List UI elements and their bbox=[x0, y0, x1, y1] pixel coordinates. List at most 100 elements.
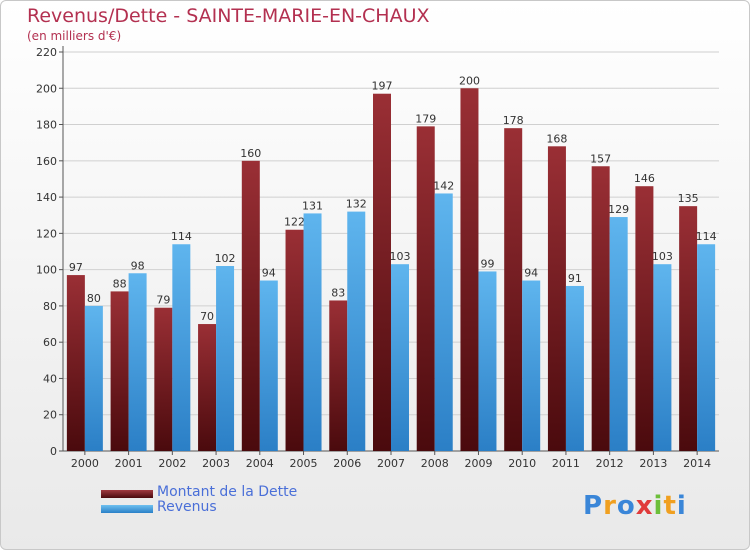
bar-dette-2005 bbox=[285, 229, 304, 451]
chart-title: Revenus/Dette - SAINTE-MARIE-EN-CHAUX bbox=[27, 5, 430, 27]
proxiti-logo: Proxiti bbox=[583, 491, 687, 521]
x-tick-label-2011: 2011 bbox=[552, 457, 580, 470]
data-label-dette-2009: 200 bbox=[459, 74, 480, 87]
bar-dette-2003 bbox=[198, 324, 217, 451]
bar-dette-2000 bbox=[66, 275, 85, 451]
data-label-dette-2011: 168 bbox=[546, 132, 567, 145]
y-tick-label-100: 100 bbox=[36, 264, 57, 277]
data-label-revenus-2001: 98 bbox=[131, 259, 145, 272]
data-label-revenus-2000: 80 bbox=[87, 292, 101, 305]
bar-revenus-2000 bbox=[84, 305, 103, 451]
x-tick-label-2005: 2005 bbox=[290, 457, 318, 470]
bar-revenus-2011 bbox=[565, 285, 584, 451]
legend-swatch-dette bbox=[101, 490, 153, 498]
bar-revenus-2014 bbox=[697, 244, 716, 451]
logo-letter: P bbox=[583, 491, 604, 521]
bar-dette-2004 bbox=[241, 160, 260, 451]
data-label-dette-2012: 157 bbox=[590, 152, 611, 165]
data-label-dette-2007: 197 bbox=[372, 80, 393, 93]
bar-revenus-2001 bbox=[128, 273, 147, 451]
data-label-dette-2010: 178 bbox=[503, 114, 524, 127]
bar-dette-2008 bbox=[416, 126, 435, 451]
y-tick-label-60: 60 bbox=[43, 336, 57, 349]
logo-letter: i bbox=[653, 491, 664, 521]
bar-revenus-2009 bbox=[478, 271, 497, 451]
data-label-revenus-2014: 114 bbox=[696, 230, 717, 243]
logo-letter: i bbox=[676, 491, 687, 521]
bar-dette-2012 bbox=[591, 166, 610, 451]
x-tick-label-2008: 2008 bbox=[421, 457, 449, 470]
bar-revenus-2012 bbox=[609, 217, 628, 451]
data-label-dette-2014: 135 bbox=[678, 192, 699, 205]
data-label-revenus-2011: 91 bbox=[568, 272, 582, 285]
x-tick-label-2014: 2014 bbox=[683, 457, 711, 470]
bar-revenus-2002 bbox=[172, 244, 191, 451]
logo-letter: t bbox=[663, 491, 677, 521]
bar-dette-2001 bbox=[110, 291, 129, 451]
x-tick-label-2006: 2006 bbox=[333, 457, 361, 470]
bar-revenus-2013 bbox=[653, 264, 672, 451]
data-label-revenus-2010: 94 bbox=[524, 267, 538, 280]
data-label-dette-2004: 160 bbox=[240, 147, 261, 160]
data-label-revenus-2003: 102 bbox=[215, 252, 236, 265]
y-tick-label-120: 120 bbox=[36, 227, 57, 240]
bar-dette-2011 bbox=[547, 146, 566, 452]
bar-revenus-2004 bbox=[259, 280, 278, 451]
bar-dette-2010 bbox=[504, 128, 523, 451]
logo-letter: o bbox=[616, 491, 636, 521]
bar-dette-2007 bbox=[373, 93, 391, 452]
x-tick-label-2000: 2000 bbox=[71, 457, 99, 470]
bar-revenus-2003 bbox=[216, 266, 235, 451]
data-label-revenus-2006: 132 bbox=[346, 198, 367, 211]
x-tick-label-2007: 2007 bbox=[377, 457, 405, 470]
data-label-revenus-2009: 99 bbox=[480, 257, 494, 270]
x-tick-label-2013: 2013 bbox=[639, 457, 667, 470]
data-label-dette-2001: 88 bbox=[113, 277, 127, 290]
bar-dette-2009 bbox=[460, 88, 479, 451]
x-tick-label-2001: 2001 bbox=[115, 457, 143, 470]
data-label-dette-2013: 146 bbox=[634, 172, 655, 185]
data-label-revenus-2012: 129 bbox=[608, 203, 629, 216]
bar-dette-2013 bbox=[635, 186, 654, 451]
x-tick-label-2009: 2009 bbox=[464, 457, 492, 470]
x-tick-label-2002: 2002 bbox=[158, 457, 186, 470]
y-tick-label-0: 0 bbox=[50, 445, 57, 458]
x-tick-label-2003: 2003 bbox=[202, 457, 230, 470]
data-label-dette-2002: 79 bbox=[156, 294, 170, 307]
legend-label-revenus: Revenus bbox=[157, 499, 217, 515]
bar-revenus-2008 bbox=[434, 193, 453, 452]
y-tick-label-180: 180 bbox=[36, 119, 57, 132]
y-tick-label-200: 200 bbox=[36, 82, 57, 95]
bar-revenus-2006 bbox=[347, 211, 366, 451]
data-label-dette-2003: 70 bbox=[200, 310, 214, 323]
y-tick-label-80: 80 bbox=[43, 300, 57, 313]
data-label-revenus-2005: 131 bbox=[302, 199, 323, 212]
y-tick-label-220: 220 bbox=[36, 46, 57, 59]
bar-dette-2002 bbox=[154, 307, 173, 451]
x-tick-label-2004: 2004 bbox=[246, 457, 274, 470]
data-label-dette-2005: 122 bbox=[284, 216, 305, 229]
logo-letter: r bbox=[603, 491, 617, 521]
data-label-dette-2008: 179 bbox=[415, 112, 436, 125]
data-label-dette-2006: 83 bbox=[331, 286, 345, 299]
y-tick-label-40: 40 bbox=[43, 372, 57, 385]
chart-subtitle: (en milliers d'€) bbox=[27, 29, 122, 43]
logo-letter: x bbox=[635, 491, 654, 521]
y-tick-label-20: 20 bbox=[43, 409, 57, 422]
x-tick-label-2012: 2012 bbox=[596, 457, 624, 470]
data-label-revenus-2004: 94 bbox=[262, 267, 276, 280]
bar-revenus-2005 bbox=[303, 213, 322, 451]
bar-revenus-2007 bbox=[391, 264, 409, 451]
legend-label-dette: Montant de la Dette bbox=[157, 484, 298, 500]
bar-dette-2006 bbox=[329, 300, 348, 451]
data-label-revenus-2002: 114 bbox=[171, 230, 192, 243]
data-label-revenus-2007: 103 bbox=[390, 250, 411, 263]
data-label-revenus-2008: 142 bbox=[433, 179, 454, 192]
x-tick-label-2010: 2010 bbox=[508, 457, 536, 470]
bar-revenus-2010 bbox=[522, 280, 541, 451]
data-label-revenus-2013: 103 bbox=[652, 250, 673, 263]
bar-dette-2014 bbox=[679, 206, 698, 451]
y-tick-label-140: 140 bbox=[36, 191, 57, 204]
